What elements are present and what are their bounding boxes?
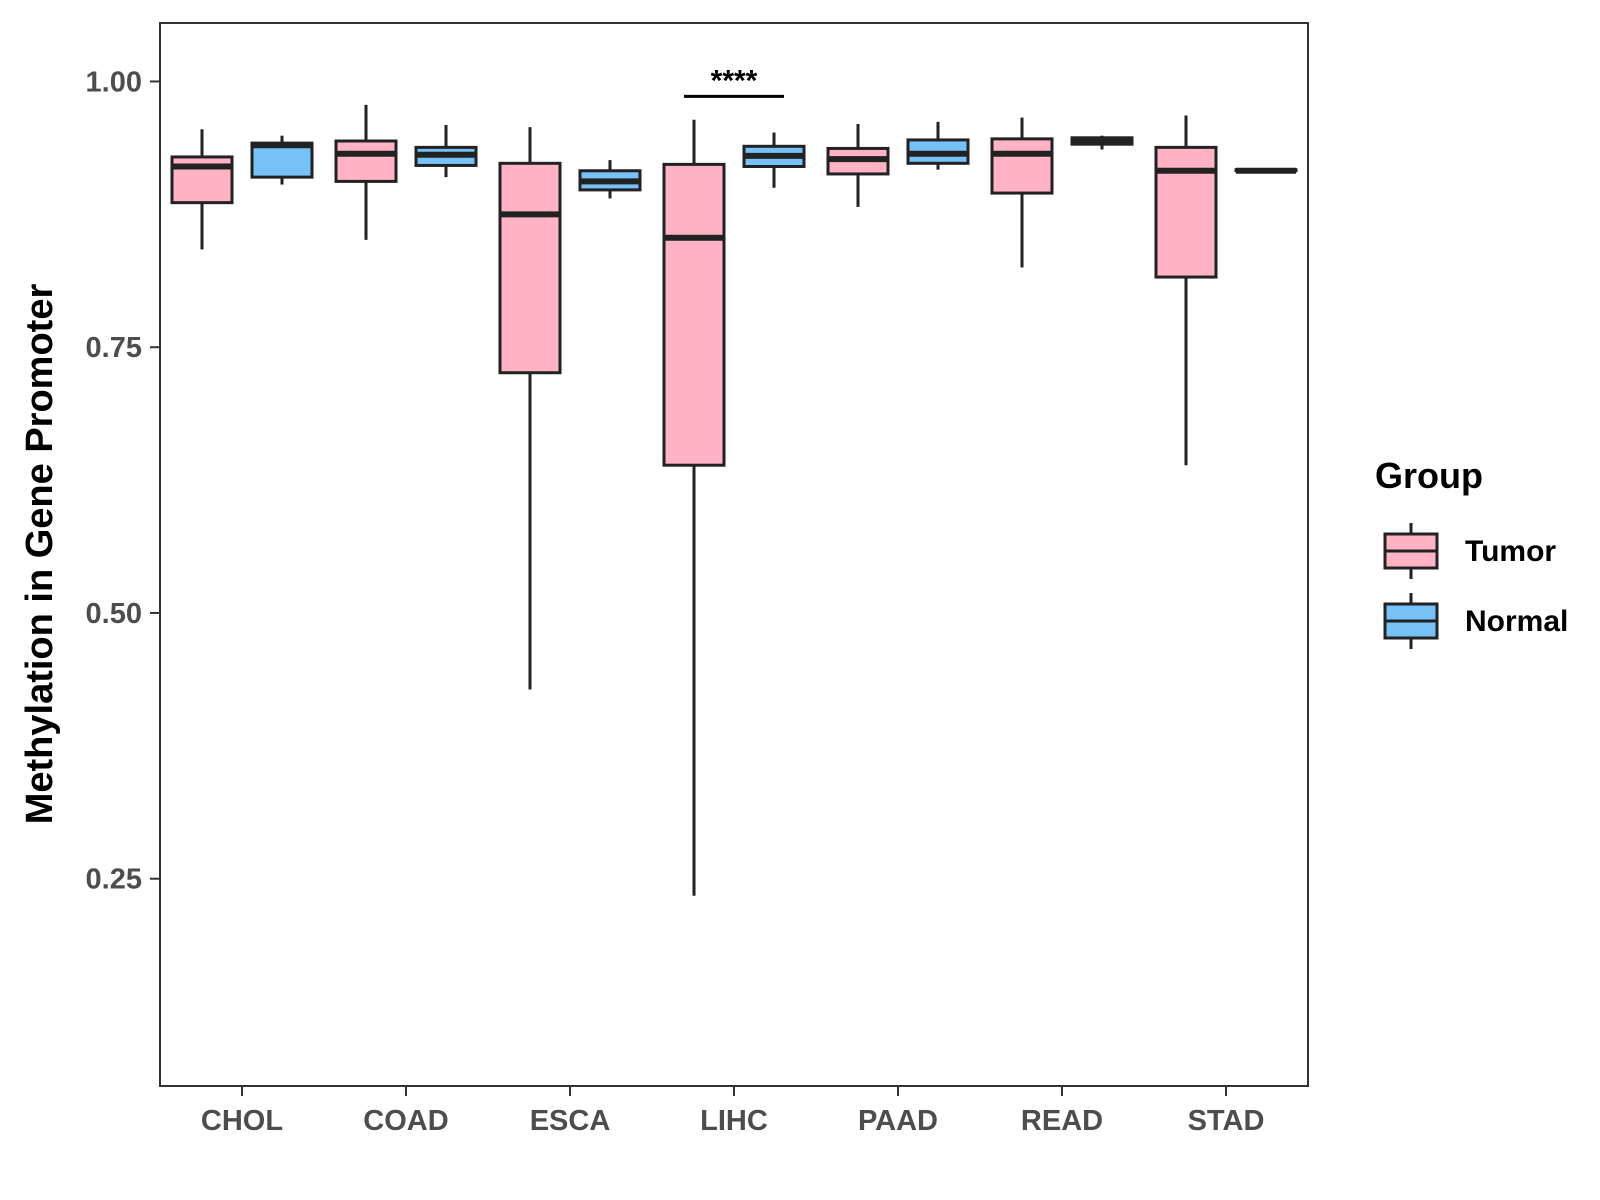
box-normal-chol <box>250 135 314 185</box>
x-tick-label-stad: STAD <box>1188 1105 1265 1137</box>
plot-area <box>170 104 1298 896</box>
legend-label-normal: Normal <box>1465 605 1568 638</box>
box-tumor-lihc <box>662 119 726 896</box>
box-normal-coad <box>414 125 478 178</box>
y-tick-label: 0.75 <box>86 332 142 364</box>
x-axis: CHOL COAD ESCA LIHC PAAD READ STAD <box>201 1086 1264 1137</box>
box-iqr <box>250 141 314 179</box>
legend-item-normal: Normal <box>1383 593 1568 649</box>
box-normal-paad <box>906 121 970 170</box>
legend-label-tumor: Tumor <box>1465 535 1556 568</box>
x-tick-label-lihc: LIHC <box>700 1105 768 1137</box>
box-iqr <box>990 137 1054 195</box>
box-normal-read <box>1070 135 1134 150</box>
box-normal-stad <box>1234 167 1298 174</box>
x-tick-label-paad: PAAD <box>858 1105 938 1137</box>
y-axis: 0.25 0.50 0.75 1.00 <box>86 66 160 896</box>
y-axis-title: Methylation in Gene Promoter <box>19 284 61 825</box>
legend-title: Group <box>1375 455 1483 496</box>
box-tumor-paad <box>826 123 890 207</box>
x-tick-label-read: READ <box>1021 1105 1103 1137</box>
box-iqr <box>498 161 562 375</box>
significance-label: **** <box>711 64 758 97</box>
x-tick-label-coad: COAD <box>363 1105 448 1137</box>
box-tumor-stad <box>1154 115 1218 466</box>
y-tick-label: 0.25 <box>86 864 142 896</box>
box-tumor-esca <box>498 127 562 690</box>
box-tumor-chol <box>170 129 234 250</box>
box-tumor-read <box>990 117 1054 268</box>
x-tick-label-esca: ESCA <box>530 1105 611 1137</box>
box-iqr <box>662 162 726 467</box>
y-tick-label: 0.50 <box>86 598 142 630</box>
annotations: **** <box>684 64 784 98</box>
box-iqr <box>334 139 398 183</box>
box-iqr <box>1154 145 1218 279</box>
legend-item-tumor: Tumor <box>1383 523 1556 579</box>
box-normal-esca <box>578 160 642 199</box>
box-tumor-coad <box>334 104 398 240</box>
y-tick-label: 1.00 <box>86 66 142 98</box>
box-normal-lihc <box>742 132 806 188</box>
x-tick-label-chol: CHOL <box>201 1105 283 1137</box>
legend: Group Tumor Normal <box>1375 455 1568 649</box>
